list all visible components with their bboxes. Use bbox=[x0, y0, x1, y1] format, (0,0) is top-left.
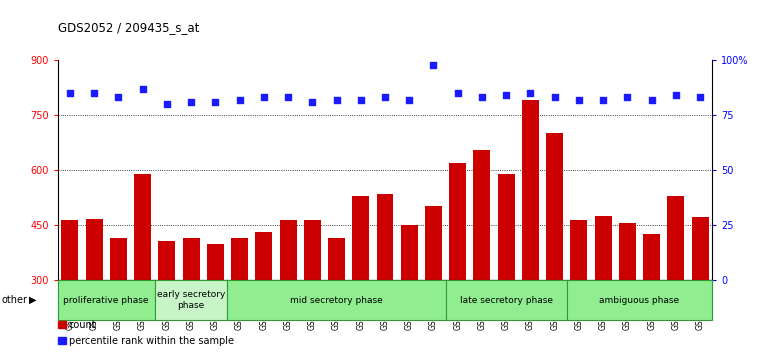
Bar bbox=[58, 280, 155, 320]
Text: count: count bbox=[69, 320, 96, 330]
Bar bbox=[497, 173, 514, 280]
Point bbox=[548, 95, 561, 100]
Point bbox=[306, 99, 319, 105]
Bar bbox=[474, 150, 490, 280]
Point bbox=[355, 97, 367, 103]
Point bbox=[64, 90, 76, 96]
Bar bbox=[159, 241, 176, 280]
Bar bbox=[256, 232, 273, 280]
Bar bbox=[571, 221, 588, 280]
Point bbox=[88, 90, 100, 96]
Bar bbox=[110, 238, 127, 280]
Text: GDS2052 / 209435_s_at: GDS2052 / 209435_s_at bbox=[58, 21, 199, 34]
Point bbox=[161, 101, 173, 107]
Bar bbox=[449, 162, 466, 280]
Text: proliferative phase: proliferative phase bbox=[63, 296, 149, 304]
Bar bbox=[134, 173, 151, 280]
Bar bbox=[58, 337, 65, 344]
Point bbox=[476, 95, 488, 100]
Text: early secretory
phase: early secretory phase bbox=[157, 290, 226, 310]
Bar bbox=[58, 321, 65, 328]
Bar bbox=[182, 238, 199, 280]
Point bbox=[451, 90, 464, 96]
Bar bbox=[227, 280, 446, 320]
Bar bbox=[619, 223, 636, 280]
Bar bbox=[425, 206, 442, 280]
Point bbox=[112, 95, 125, 100]
Bar bbox=[691, 217, 708, 280]
Point bbox=[330, 97, 343, 103]
Bar bbox=[328, 238, 345, 280]
Point bbox=[282, 95, 294, 100]
Point bbox=[500, 92, 512, 98]
Text: percentile rank within the sample: percentile rank within the sample bbox=[69, 336, 234, 346]
Point bbox=[136, 86, 149, 92]
Point bbox=[621, 95, 634, 100]
Point bbox=[573, 97, 585, 103]
Point bbox=[597, 97, 609, 103]
Bar bbox=[567, 280, 712, 320]
Bar bbox=[546, 133, 563, 280]
Bar bbox=[353, 195, 370, 280]
Bar bbox=[643, 234, 660, 280]
Text: ambiguous phase: ambiguous phase bbox=[600, 296, 680, 304]
Bar bbox=[668, 195, 685, 280]
Bar bbox=[85, 218, 102, 280]
Text: late secretory phase: late secretory phase bbox=[460, 296, 553, 304]
Bar bbox=[304, 221, 321, 280]
Bar bbox=[522, 101, 539, 280]
Point bbox=[403, 97, 415, 103]
Point bbox=[258, 95, 270, 100]
Point bbox=[427, 62, 440, 67]
Point bbox=[185, 99, 197, 105]
Point bbox=[694, 95, 706, 100]
Bar bbox=[207, 244, 224, 280]
Bar bbox=[155, 280, 227, 320]
Bar bbox=[231, 238, 248, 280]
Bar bbox=[280, 221, 296, 280]
Point bbox=[379, 95, 391, 100]
Bar bbox=[594, 216, 611, 280]
Point bbox=[670, 92, 682, 98]
Bar bbox=[446, 280, 567, 320]
Text: ▶: ▶ bbox=[29, 295, 37, 305]
Bar bbox=[377, 194, 393, 280]
Point bbox=[209, 99, 222, 105]
Point bbox=[645, 97, 658, 103]
Text: other: other bbox=[2, 295, 28, 305]
Bar bbox=[62, 221, 79, 280]
Point bbox=[233, 97, 246, 103]
Point bbox=[524, 90, 537, 96]
Bar bbox=[400, 225, 417, 280]
Text: mid secretory phase: mid secretory phase bbox=[290, 296, 383, 304]
